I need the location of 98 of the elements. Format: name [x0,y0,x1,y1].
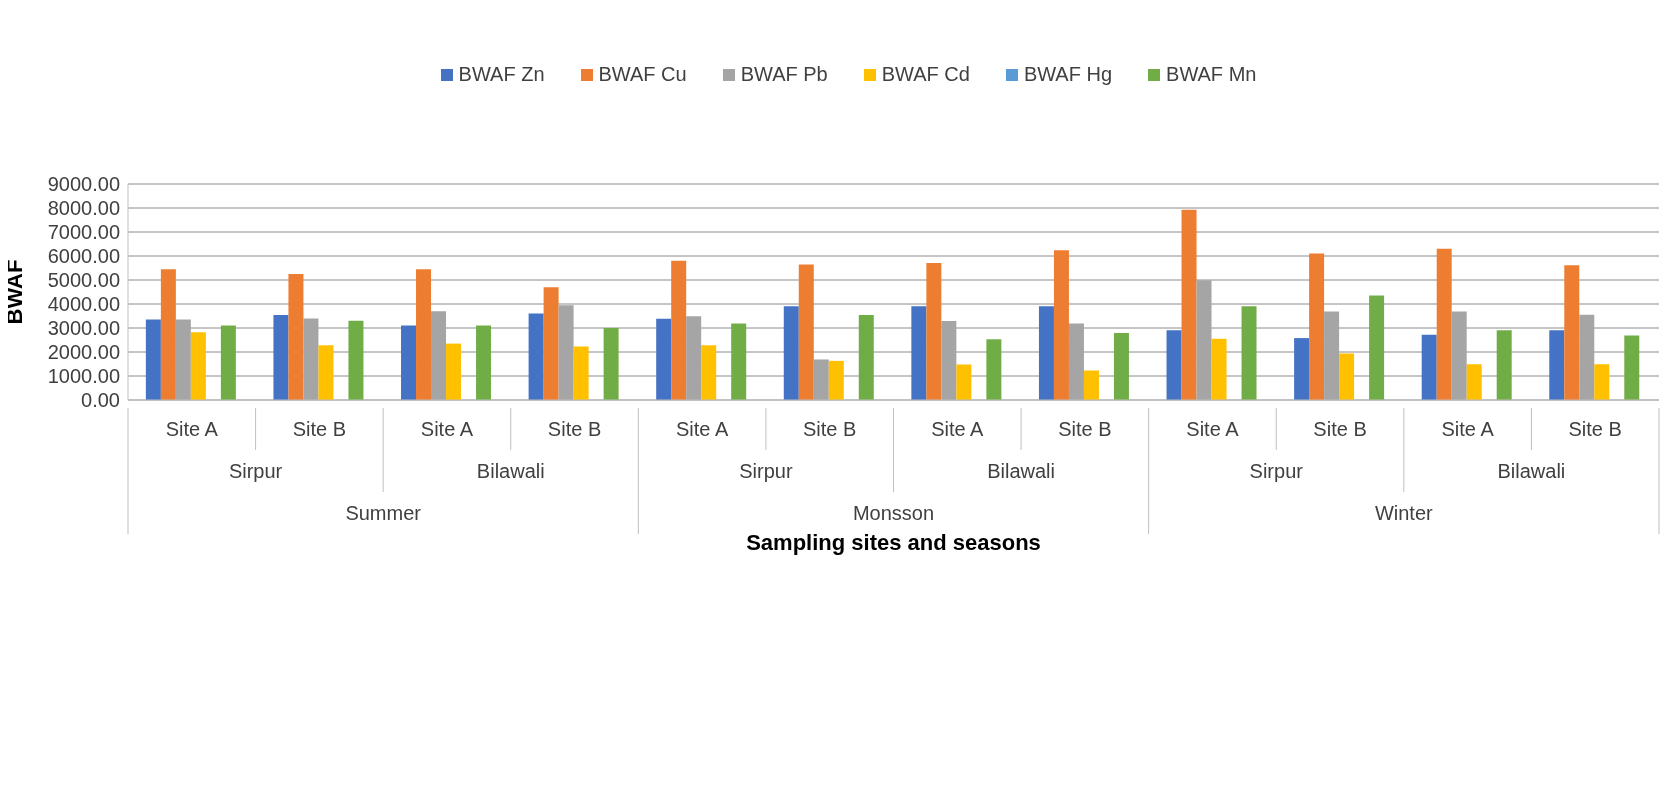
bar [1113,333,1129,400]
bar [1038,306,1054,400]
y-tick-label: 0.00 [81,389,120,412]
bar [1181,209,1197,400]
bar [273,315,289,400]
bar [288,274,304,400]
x-tick-label: Site B [1313,418,1367,440]
bar [1196,280,1212,400]
bar [573,346,589,400]
x-tick-label: Site A [1186,418,1240,440]
bar [318,345,334,400]
bar [160,269,176,400]
legend-label: BWAF Zn [458,63,545,86]
bar [603,328,619,400]
bar [1579,314,1595,400]
bar [1436,248,1452,400]
x-tick-label: Site A [675,418,729,440]
bar [828,360,844,400]
bar [528,313,544,400]
legend-label: BWAF Pb [740,63,828,86]
bar [220,325,236,400]
x-tick-label: Site B [292,418,347,440]
bar [941,321,957,400]
legend-label: BWAF Hg [1023,63,1113,86]
y-tick-label: 8000.00 [47,197,120,220]
bar [1451,311,1467,400]
bar [416,269,432,400]
y-tick-label: 5000.00 [47,269,120,292]
bar [303,318,319,400]
y-tick-label: 9000.00 [47,173,120,196]
bar [446,343,462,400]
bar [1211,338,1227,400]
bar [1339,353,1355,400]
bar [956,364,972,400]
text: Sirpur [739,460,793,482]
bar [1324,311,1340,400]
bar [175,319,191,400]
text: Bilawali [1497,460,1566,482]
bar [543,287,559,400]
bar [431,311,447,400]
bar [1309,253,1325,400]
bar [1241,306,1257,400]
y-tick-label: 7000.00 [47,221,120,244]
y-tick-label: 3000.00 [47,317,120,340]
x-tick-label: Site B [1568,418,1622,440]
x-tick-label: Site B [547,418,602,440]
bar [656,318,672,400]
bar [701,345,717,400]
text: Winter [1374,502,1434,524]
bar [671,260,687,400]
bar [1369,295,1385,400]
bar [1083,370,1099,400]
bar [1294,338,1310,400]
text: Bilawali [987,460,1055,482]
x-axis-title: Sampling sites and seasons [746,530,1041,555]
bar [926,262,942,400]
bar [476,325,492,400]
x-tick-label: Site B [1058,418,1112,440]
x-tick-label: Site A [1441,418,1495,440]
legend-label: BWAF Cu [598,63,687,86]
text: Summer [345,502,422,524]
bar [813,359,829,400]
bar [1053,250,1069,400]
bar [858,315,874,400]
bar [1068,323,1084,400]
y-tick-label: 2000.00 [47,341,120,364]
bar [1496,330,1512,400]
x-tick-label: Site B [803,418,857,440]
bar [1421,334,1437,400]
bar [558,305,574,400]
text: Monsson [852,502,935,524]
x-tick-label: Site A [931,418,985,440]
y-tick-label: 6000.00 [47,245,120,268]
y-tick-label: 1000.00 [47,365,120,388]
legend-label: BWAF Cd [881,63,970,86]
bar [686,316,702,400]
bar [401,325,417,400]
y-tick-label: 4000.00 [47,293,120,316]
x-tick-label: Site A [165,418,219,440]
x-tick-label: Site A [420,418,474,440]
text: Sirpur [228,460,283,482]
bar [911,306,927,400]
bar [348,320,364,400]
text: Sirpur [1249,460,1304,482]
bar [731,323,747,400]
legend-label: BWAF Mn [1166,63,1257,86]
bar [1594,364,1610,400]
bar [798,264,814,400]
bar [190,332,206,400]
bar [1549,330,1565,400]
bar [1624,335,1640,400]
text: Bilawali [476,460,545,482]
bar [145,319,161,400]
bar [1564,265,1580,400]
bar [1466,364,1482,400]
bar [783,306,799,400]
bar [1166,330,1182,400]
bar [986,339,1002,400]
